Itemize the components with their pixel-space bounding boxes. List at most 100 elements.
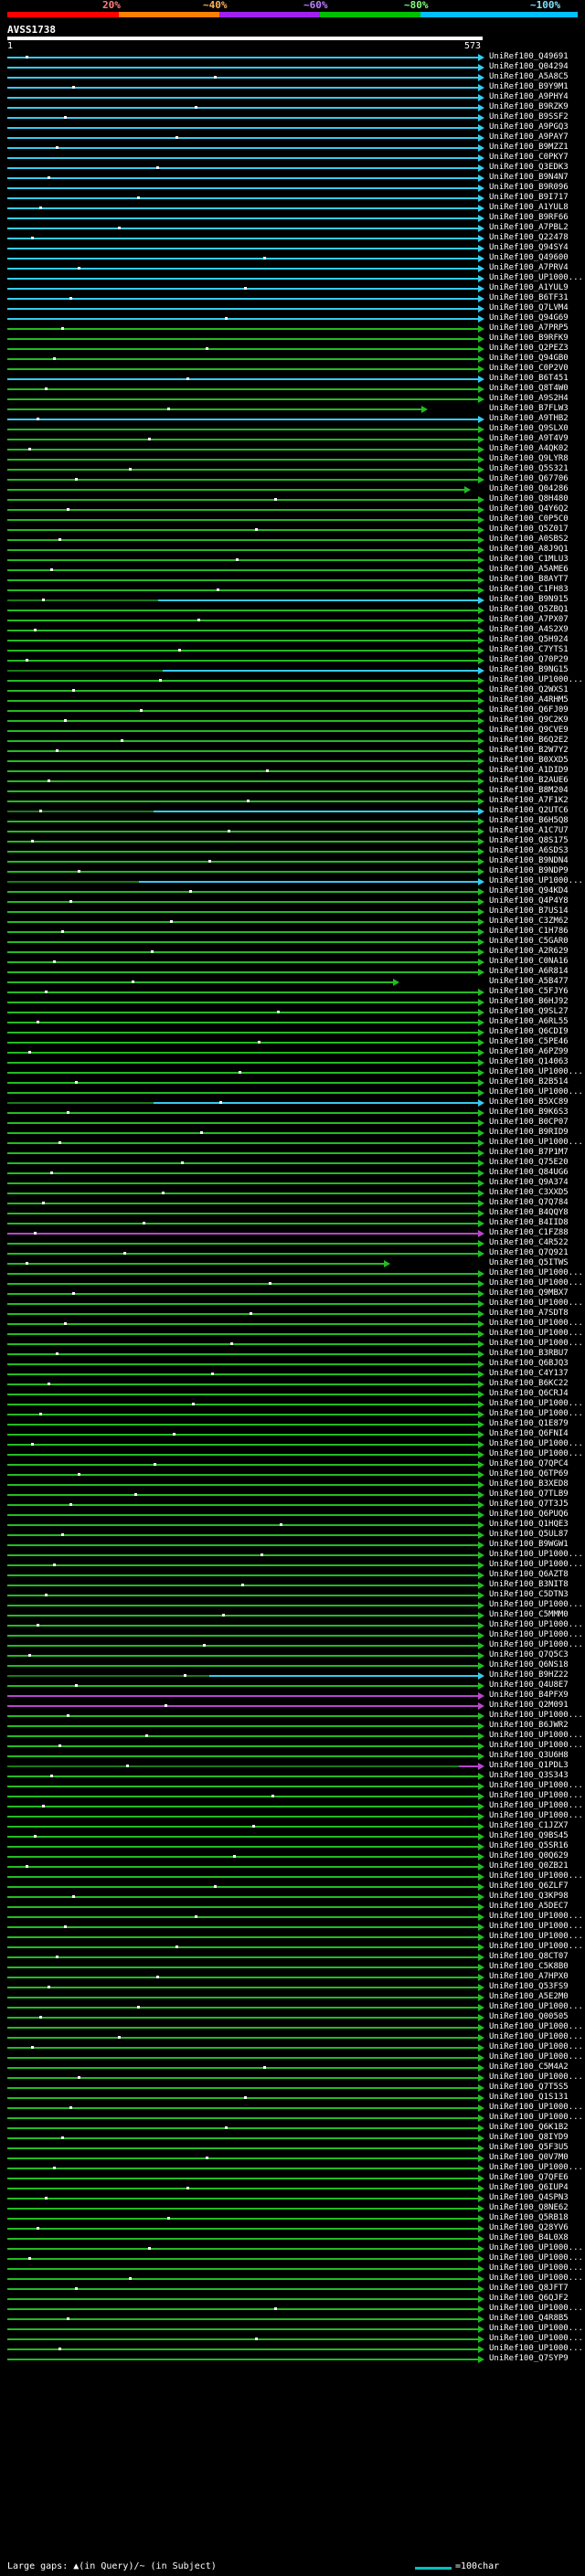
subject-label[interactable]: UniRef100_A4QK02 <box>489 444 569 453</box>
alignment-row[interactable]: UniRef100_C0NA16 <box>0 957 585 967</box>
alignment-row[interactable]: UniRef100_C1JZX7 <box>0 1821 585 1831</box>
subject-label[interactable]: UniRef100_UP1000... <box>489 2032 583 2041</box>
alignment-row[interactable]: UniRef100_C5PE46 <box>0 1037 585 1047</box>
alignment-row[interactable]: UniRef100_A1YUL8 <box>0 203 585 213</box>
subject-label[interactable]: UniRef100_Q8NE62 <box>489 2203 569 2212</box>
alignment-row[interactable]: UniRef100_C5FJY6 <box>0 987 585 997</box>
alignment-row[interactable]: UniRef100_UP1000... <box>0 2243 585 2253</box>
alignment-row[interactable]: UniRef100_Q2WXS1 <box>0 685 585 695</box>
alignment-row[interactable]: UniRef100_UP1000... <box>0 2324 585 2334</box>
subject-label[interactable]: UniRef100_Q2WXS1 <box>489 685 569 694</box>
alignment-row[interactable]: UniRef100_Q8NE62 <box>0 2203 585 2213</box>
subject-label[interactable]: UniRef100_Q94KD4 <box>489 886 569 896</box>
subject-label[interactable]: UniRef100_B9NG15 <box>489 665 569 674</box>
subject-label[interactable]: UniRef100_UP1000... <box>489 1801 583 1810</box>
subject-label[interactable]: UniRef100_C4R522 <box>489 1238 569 1247</box>
subject-label[interactable]: UniRef100_UP1000... <box>489 2163 583 2172</box>
alignment-row[interactable]: UniRef100_A5B477 <box>0 977 585 987</box>
subject-label[interactable]: UniRef100_Q3EDK3 <box>489 163 569 172</box>
subject-label[interactable]: UniRef100_Q04286 <box>489 484 569 493</box>
subject-label[interactable]: UniRef100_Q8IYD9 <box>489 2133 569 2142</box>
alignment-row[interactable]: UniRef100_A4S2X9 <box>0 625 585 635</box>
subject-label[interactable]: UniRef100_Q04294 <box>489 62 569 71</box>
subject-label[interactable]: UniRef100_Q3U6H8 <box>489 1751 569 1760</box>
subject-label[interactable]: UniRef100_UP1000... <box>489 1439 583 1448</box>
subject-label[interactable]: UniRef100_A7F1K2 <box>489 796 569 805</box>
alignment-row[interactable]: UniRef100_UP1000... <box>0 1409 585 1419</box>
subject-label[interactable]: UniRef100_UP1000... <box>489 2344 583 2353</box>
subject-label[interactable]: UniRef100_Q4R8B5 <box>489 2314 569 2323</box>
alignment-row[interactable]: UniRef100_UP1000... <box>0 1932 585 1942</box>
alignment-row[interactable]: UniRef100_B4PFX9 <box>0 1691 585 1701</box>
subject-label[interactable]: UniRef100_UP1000... <box>489 1278 583 1288</box>
subject-label[interactable]: UniRef100_C5M4A2 <box>489 2062 569 2072</box>
alignment-row[interactable]: UniRef100_UP1000... <box>0 1620 585 1630</box>
subject-label[interactable]: UniRef100_Q5ZBQ1 <box>489 605 569 614</box>
subject-label[interactable]: UniRef100_UP1000... <box>489 1781 583 1790</box>
subject-label[interactable]: UniRef100_B6H5Q8 <box>489 816 569 825</box>
subject-label[interactable]: UniRef100_A4RHM5 <box>489 695 569 705</box>
alignment-row[interactable]: UniRef100_C3ZM62 <box>0 917 585 927</box>
subject-label[interactable]: UniRef100_B9RF66 <box>489 213 569 222</box>
subject-label[interactable]: UniRef100_UP1000... <box>489 2263 583 2273</box>
subject-label[interactable]: UniRef100_Q6CRJ4 <box>489 1389 569 1398</box>
subject-label[interactable]: UniRef100_B6T451 <box>489 374 569 383</box>
subject-label[interactable]: UniRef100_Q7QFE6 <box>489 2173 569 2182</box>
subject-label[interactable]: UniRef100_UP1000... <box>489 1811 583 1820</box>
subject-label[interactable]: UniRef100_Q9SLX0 <box>489 424 569 433</box>
alignment-row[interactable]: UniRef100_Q1E879 <box>0 1419 585 1429</box>
subject-label[interactable]: UniRef100_B4IID8 <box>489 1218 569 1227</box>
subject-label[interactable]: UniRef100_B8M204 <box>489 786 569 795</box>
alignment-row[interactable]: UniRef100_A9S2H4 <box>0 394 585 404</box>
subject-label[interactable]: UniRef100_A6SDS3 <box>489 846 569 855</box>
alignment-row[interactable]: UniRef100_Q1HQE3 <box>0 1520 585 1530</box>
subject-label[interactable]: UniRef100_A4S2X9 <box>489 625 569 634</box>
subject-label[interactable]: UniRef100_Q9C2K9 <box>489 716 569 725</box>
alignment-row[interactable]: UniRef100_UP1000... <box>0 1640 585 1650</box>
alignment-row[interactable]: UniRef100_Q1PDL3 <box>0 1761 585 1771</box>
subject-label[interactable]: UniRef100_A9T4V9 <box>489 434 569 443</box>
alignment-row[interactable]: UniRef100_A7F1K2 <box>0 796 585 806</box>
alignment-row[interactable]: UniRef100_Q00505 <box>0 2012 585 2022</box>
alignment-row[interactable]: UniRef100_B9N4N7 <box>0 173 585 183</box>
subject-label[interactable]: UniRef100_A9PAY7 <box>489 133 569 142</box>
subject-label[interactable]: UniRef100_B6Q2E2 <box>489 736 569 745</box>
alignment-row[interactable]: UniRef100_Q67706 <box>0 474 585 484</box>
subject-label[interactable]: UniRef100_Q8S175 <box>489 836 569 845</box>
alignment-row[interactable]: UniRef100_B9NDP9 <box>0 866 585 876</box>
subject-label[interactable]: UniRef100_UP1000... <box>489 2103 583 2112</box>
subject-label[interactable]: UniRef100_B4QQY8 <box>489 1208 569 1217</box>
alignment-row[interactable]: UniRef100_B9RZK9 <box>0 102 585 112</box>
alignment-row[interactable]: UniRef100_Q2UTC6 <box>0 806 585 816</box>
subject-label[interactable]: UniRef100_Q8JFT7 <box>489 2284 569 2293</box>
alignment-row[interactable]: UniRef100_Q9SLX0 <box>0 424 585 434</box>
subject-label[interactable]: UniRef100_Q5SR16 <box>489 1841 569 1850</box>
alignment-row[interactable]: UniRef100_UP1000... <box>0 2344 585 2354</box>
alignment-row[interactable]: UniRef100_UP1000... <box>0 1912 585 1922</box>
subject-label[interactable]: UniRef100_B2W7Y2 <box>489 746 569 755</box>
alignment-row[interactable]: UniRef100_C5GAR0 <box>0 937 585 947</box>
alignment-row[interactable]: UniRef100_Q6NS18 <box>0 1660 585 1670</box>
subject-label[interactable]: UniRef100_Q94SY4 <box>489 243 569 252</box>
alignment-row[interactable]: UniRef100_Q4SPN3 <box>0 2193 585 2203</box>
alignment-row[interactable]: UniRef100_UP1000... <box>0 1339 585 1349</box>
alignment-row[interactable]: UniRef100_A4RHM5 <box>0 695 585 705</box>
alignment-row[interactable]: UniRef100_UP1000... <box>0 2052 585 2062</box>
subject-label[interactable]: UniRef100_UP1000... <box>489 675 583 684</box>
alignment-row[interactable]: UniRef100_UP1000... <box>0 1781 585 1791</box>
subject-label[interactable]: UniRef100_Q49691 <box>489 52 569 61</box>
subject-label[interactable]: UniRef100_Q94G69 <box>489 313 569 323</box>
alignment-row[interactable]: UniRef100_Q7T3J5 <box>0 1500 585 1510</box>
alignment-row[interactable]: UniRef100_C0PKY7 <box>0 153 585 163</box>
alignment-row[interactable]: UniRef100_Q53FS9 <box>0 1982 585 1992</box>
subject-label[interactable]: UniRef100_C5MMM0 <box>489 1610 569 1619</box>
alignment-row[interactable]: UniRef100_Q5H924 <box>0 635 585 645</box>
subject-label[interactable]: UniRef100_UP1000... <box>489 2253 583 2263</box>
subject-label[interactable]: UniRef100_B9RFK9 <box>489 334 569 343</box>
alignment-row[interactable]: UniRef100_A9PGQ3 <box>0 122 585 133</box>
alignment-row[interactable]: UniRef100_B3NIT8 <box>0 1580 585 1590</box>
subject-label[interactable]: UniRef100_Q28YV6 <box>489 2223 569 2232</box>
subject-label[interactable]: UniRef100_UP1000... <box>489 2052 583 2062</box>
alignment-row[interactable]: UniRef100_Q5ITWS <box>0 1258 585 1268</box>
alignment-row[interactable]: UniRef100_Q3U6H8 <box>0 1751 585 1761</box>
